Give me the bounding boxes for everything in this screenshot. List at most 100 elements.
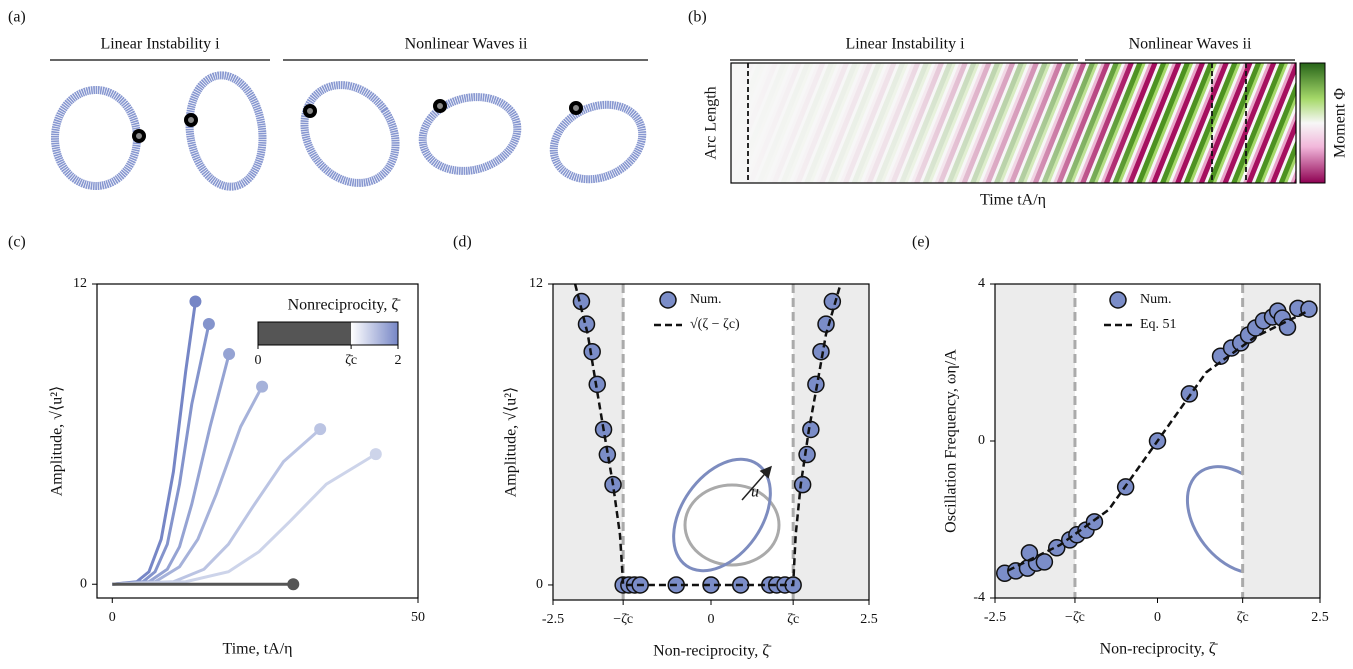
tracer: [303, 104, 317, 118]
y-tick-label: 0: [80, 576, 87, 591]
panel-label: (e): [912, 234, 930, 251]
y-axis-label: Oscillation Frequency, ωη/A: [943, 349, 960, 533]
x-tick-label: -2.5: [984, 610, 1006, 625]
inset-ellipse: [672, 457, 772, 573]
frame: [552, 283, 870, 601]
end-marker: [314, 423, 327, 436]
colorbar-frame: [257, 321, 399, 346]
colorbar-tick-label: ζ̄c: [345, 353, 357, 368]
fit-line: [573, 283, 842, 587]
x-tick-label: ζ̄c: [787, 612, 799, 627]
y-axis-label: Amplitude, √⟨u²⟩: [49, 386, 66, 497]
x-axis-label: Non-reciprocity, ζ̄: [1100, 641, 1219, 658]
legend-label: Num.: [690, 292, 722, 307]
end-marker: [369, 448, 382, 461]
end-marker: [287, 578, 300, 591]
y-tick-label: 12: [529, 276, 543, 291]
x-tick-label: 50: [411, 610, 425, 625]
membrane: [549, 100, 647, 184]
phase-label: Nonlinear Waves ii: [1129, 36, 1252, 53]
panel-label: (a): [8, 9, 26, 26]
line: [112, 301, 197, 586]
y-tick-label: 4: [978, 276, 985, 291]
phase-label: Nonlinear Waves ii: [405, 36, 528, 53]
x-tick-label: 2.5: [860, 612, 878, 627]
tracer: [569, 101, 583, 115]
x-tick-label: -2.5: [542, 612, 564, 627]
panel-label: (b): [688, 9, 707, 26]
y-tick-label: -4: [973, 590, 985, 605]
point: [812, 342, 830, 361]
tracer: [433, 99, 447, 113]
inset-circle: [683, 483, 781, 567]
y-axis-label: Arc Length: [703, 86, 720, 159]
point: [798, 445, 816, 464]
end-marker: [189, 295, 202, 308]
membrane: [51, 86, 141, 190]
frame: [994, 283, 1321, 599]
x-tick-label: 0: [109, 610, 116, 625]
shaded-region: [793, 284, 869, 600]
legend-swatch: [1109, 291, 1127, 309]
point: [793, 475, 812, 494]
line: [112, 385, 264, 586]
point: [1035, 553, 1054, 571]
tracers: [132, 99, 583, 143]
x-tick-label: 2.5: [1311, 610, 1329, 625]
end-marker: [223, 348, 236, 361]
panel-label: (d): [453, 234, 472, 251]
colorbar: [1299, 62, 1326, 184]
line: [112, 353, 231, 586]
point: [1020, 544, 1039, 562]
fit-line: [1007, 310, 1308, 572]
line: [112, 452, 377, 586]
legend-label: √(ζ − ζc): [690, 317, 740, 332]
panel-label: (c): [8, 234, 26, 251]
point: [802, 420, 820, 439]
inset-d: [672, 457, 781, 573]
x-tick-label: 0: [1154, 610, 1161, 625]
point: [823, 292, 842, 311]
y-tick-label: 0: [536, 577, 543, 592]
legend-label: Num.: [1140, 292, 1172, 307]
membrane: [185, 71, 267, 191]
membrane: [418, 93, 522, 175]
point: [1300, 300, 1318, 318]
x-axis-label: Non-reciprocity, ζ̄: [653, 643, 772, 660]
snapshot-lines: [747, 63, 1247, 183]
x-tick-label: ζ̄c: [1237, 610, 1249, 625]
colorbar-low: [258, 322, 352, 345]
point: [583, 342, 601, 361]
legend-label: Eq. 51: [1140, 317, 1177, 332]
point: [1278, 318, 1297, 336]
tracer: [184, 113, 198, 127]
phase-label: Linear Instability i: [100, 36, 220, 53]
shaded-region: [553, 284, 624, 600]
legend-swatch: [659, 291, 677, 309]
colorbar-tick-label: 2: [395, 353, 402, 368]
annotation: u: [751, 484, 759, 501]
inset-arrow: [741, 465, 772, 501]
x-tick-label: −ζ̄c: [1065, 610, 1085, 625]
y-axis-label: Amplitude, √⟨u²⟩: [503, 387, 520, 498]
heatmap-frame: [730, 62, 1297, 184]
end-marker: [202, 318, 215, 331]
phase-label: Linear Instability i: [845, 36, 965, 53]
tracer: [132, 129, 146, 143]
y-tick-label: 12: [73, 276, 87, 291]
line: [112, 427, 322, 586]
x-axis-label: Time, tA/η: [222, 641, 292, 658]
y-tick-label: 0: [978, 433, 985, 448]
membrane: [300, 81, 400, 187]
colorbar-label: Moment Φ: [1332, 88, 1349, 158]
end-marker: [256, 380, 269, 393]
point: [1085, 513, 1104, 531]
heatmap-fade: [731, 63, 1296, 183]
legend-title: Nonreciprocity, ζ̄: [288, 297, 401, 314]
x-axis-label: Time tA/η: [980, 192, 1046, 209]
frame: [96, 283, 419, 599]
x-tick-label: 0: [708, 612, 715, 627]
colorbar-tick-label: 0: [255, 353, 262, 368]
